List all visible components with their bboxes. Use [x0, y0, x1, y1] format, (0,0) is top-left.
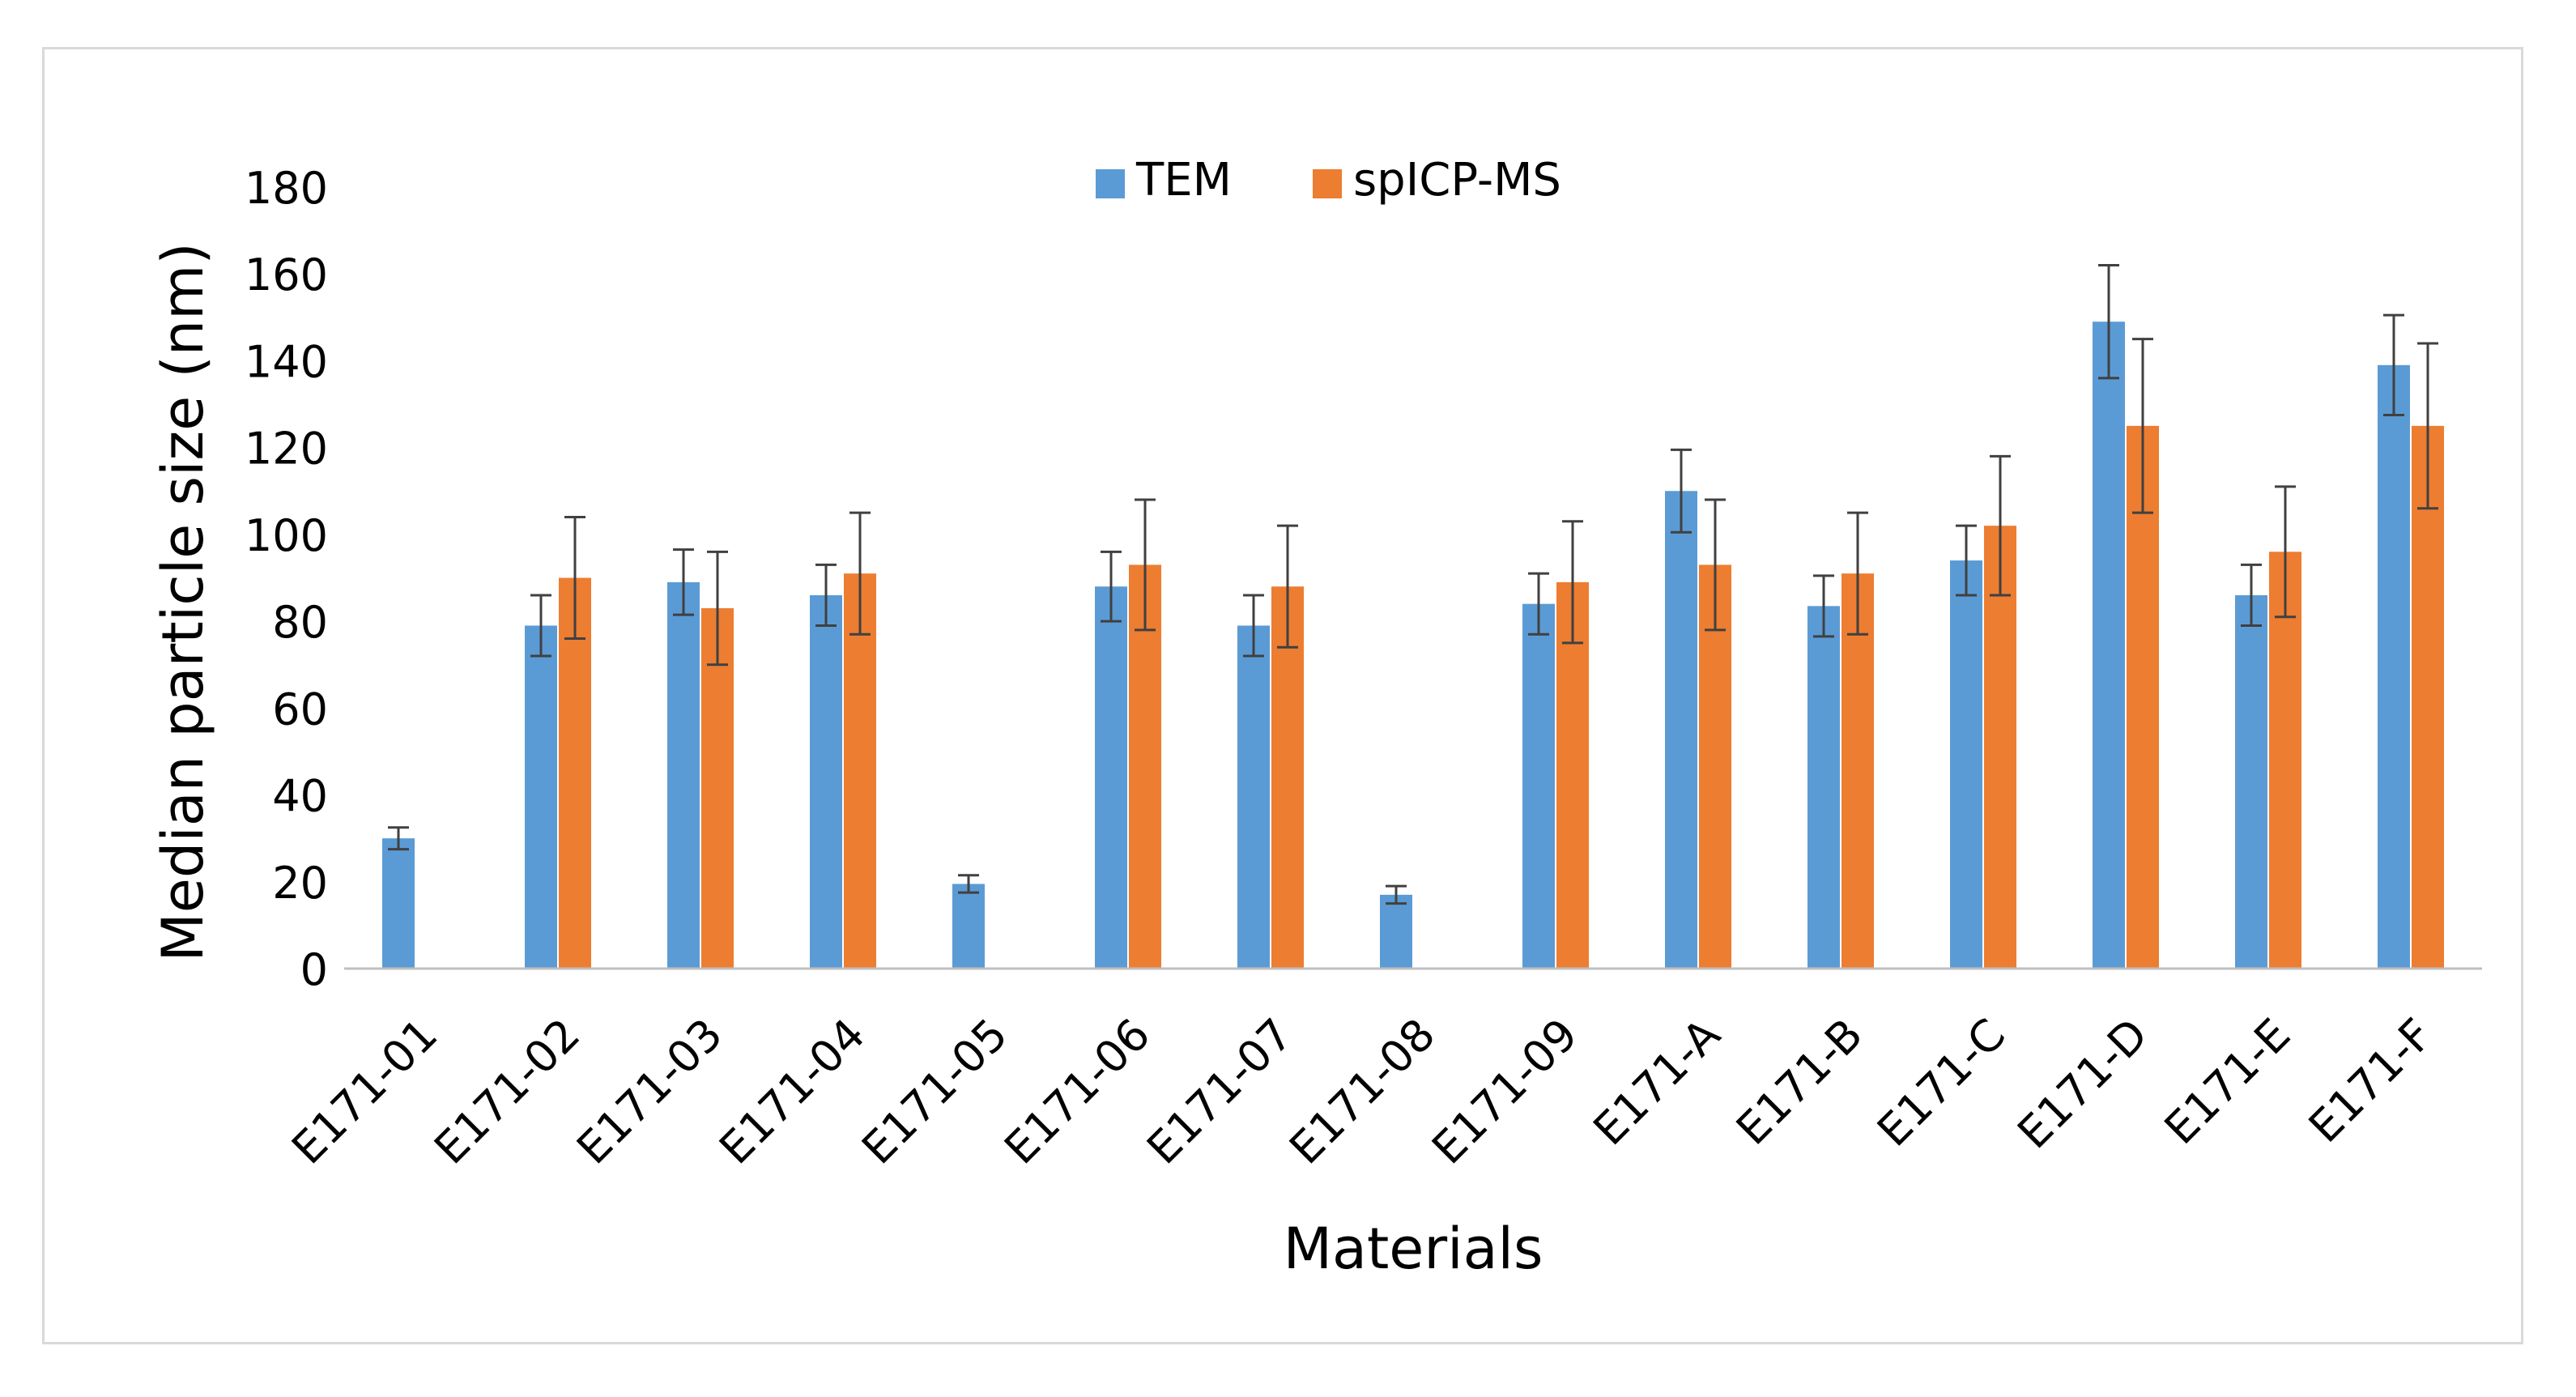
- error-bar: [1990, 454, 2011, 597]
- error-bar: [388, 826, 409, 851]
- x-tick-label: E171-B: [1727, 1009, 1872, 1155]
- y-tick-label: 140: [245, 336, 328, 387]
- bar-spicpms: [844, 573, 876, 969]
- y-tick-label: 40: [272, 771, 328, 822]
- x-tick-label: E171-05: [852, 1009, 1017, 1174]
- bar-tem: [1237, 625, 1270, 969]
- bar-tem: [1095, 586, 1127, 969]
- x-tick-label: E171-D: [2008, 1009, 2157, 1159]
- bar-tem: [1950, 560, 1982, 969]
- error-bar: [1813, 574, 1834, 638]
- legend-swatch-spicpms: [1313, 169, 1342, 198]
- x-tick-label: E171-C: [1867, 1009, 2015, 1156]
- bar-spicpms: [1984, 526, 2016, 969]
- bar-spicpms: [1842, 573, 1874, 969]
- error-bar: [2098, 264, 2119, 380]
- y-tick-label: 60: [272, 684, 328, 735]
- error-bar: [2132, 338, 2153, 514]
- bar-tem: [2235, 594, 2267, 969]
- x-tick-label: E171-01: [282, 1009, 447, 1174]
- error-bar: [707, 550, 728, 667]
- bar-tem: [1665, 491, 1697, 969]
- y-tick-label: 80: [272, 597, 328, 648]
- x-tick-label: E171-A: [1584, 1009, 1731, 1156]
- y-axis-title: Median particle size (nm): [150, 242, 216, 961]
- bar-tem: [667, 581, 700, 969]
- bar-spicpms: [559, 577, 591, 969]
- bar-spicpms: [1556, 581, 1589, 969]
- bar-tem: [2093, 322, 2125, 969]
- error-bar: [564, 515, 585, 641]
- error-bar: [2275, 485, 2296, 619]
- error-bar: [530, 594, 551, 658]
- x-tick-label: E171-F: [2299, 1009, 2442, 1152]
- x-axis-tick-labels: E171-01E171-02E171-03E171-04E171-05E171-…: [282, 1009, 2442, 1174]
- bar-spicpms: [2412, 425, 2444, 969]
- error-bar: [1135, 498, 1156, 632]
- legend-swatch-tem: [1096, 169, 1125, 198]
- bar-tem: [1522, 603, 1555, 969]
- chart: TEM spICP-MS 0 20 40 60 80 100 120 140 160 180 E1…: [150, 154, 2482, 1282]
- y-tick-label: 120: [245, 424, 328, 475]
- y-tick-label: 20: [272, 858, 328, 909]
- y-tick-label: 160: [245, 249, 328, 300]
- bar-spicpms: [1271, 586, 1304, 969]
- error-bar: [1956, 524, 1977, 597]
- bar-spicpms: [701, 608, 734, 969]
- legend-label-spicpms: spICP-MS: [1353, 154, 1561, 207]
- bar-tem: [382, 838, 415, 969]
- bar-tem: [1807, 606, 1840, 969]
- bar-tem: [952, 884, 985, 969]
- error-bar: [1705, 498, 1726, 632]
- bar-spicpms: [2269, 552, 2301, 969]
- error-bar: [1243, 594, 1264, 658]
- bar-tem: [1380, 894, 1412, 969]
- error-bar: [2417, 342, 2438, 510]
- bar-spicpms: [1699, 564, 1731, 969]
- error-bar: [1671, 448, 1692, 534]
- bars: [382, 322, 2444, 969]
- error-bar: [1101, 550, 1122, 623]
- error-bar: [958, 874, 979, 894]
- x-tick-label: E171-03: [567, 1009, 732, 1174]
- error-bar: [1277, 524, 1298, 649]
- bar-tem: [810, 594, 842, 969]
- error-bar: [673, 548, 694, 616]
- error-bars: [388, 264, 2438, 905]
- error-bar: [1847, 511, 1868, 636]
- error-bar: [2383, 313, 2404, 416]
- y-tick-label: 100: [245, 510, 328, 561]
- error-bar: [1386, 884, 1407, 905]
- error-bar: [1562, 520, 1583, 645]
- x-tick-label: E171-04: [709, 1009, 875, 1174]
- bar-tem: [2378, 364, 2410, 969]
- bar-spicpms: [1129, 564, 1161, 969]
- x-axis-title: Materials: [1284, 1216, 1543, 1282]
- x-tick-label: E171-06: [994, 1009, 1160, 1174]
- error-bar: [1528, 572, 1549, 636]
- y-axis-ticks: 0 20 40 60 80 100 120 140 160 180: [245, 163, 328, 995]
- error-bar: [849, 511, 871, 636]
- x-tick-label: E171-08: [1279, 1009, 1445, 1174]
- bar-tem: [525, 625, 557, 969]
- chart-frame: TEM spICP-MS 0 20 40 60 80 100 120 140 160 180 E1…: [42, 47, 2523, 1344]
- bar-spicpms: [2127, 425, 2159, 969]
- legend-label-tem: TEM: [1135, 154, 1232, 207]
- x-tick-label: E171-07: [1137, 1009, 1302, 1174]
- x-tick-label: E171-02: [424, 1009, 590, 1174]
- y-tick-label: 0: [300, 944, 328, 995]
- error-bar: [2241, 563, 2262, 627]
- y-tick-label: 180: [245, 163, 328, 214]
- error-bar: [815, 563, 837, 627]
- x-tick-label: E171-E: [2155, 1009, 2300, 1154]
- x-tick-label: E171-09: [1422, 1009, 1587, 1174]
- legend: TEM spICP-MS: [1096, 154, 1561, 207]
